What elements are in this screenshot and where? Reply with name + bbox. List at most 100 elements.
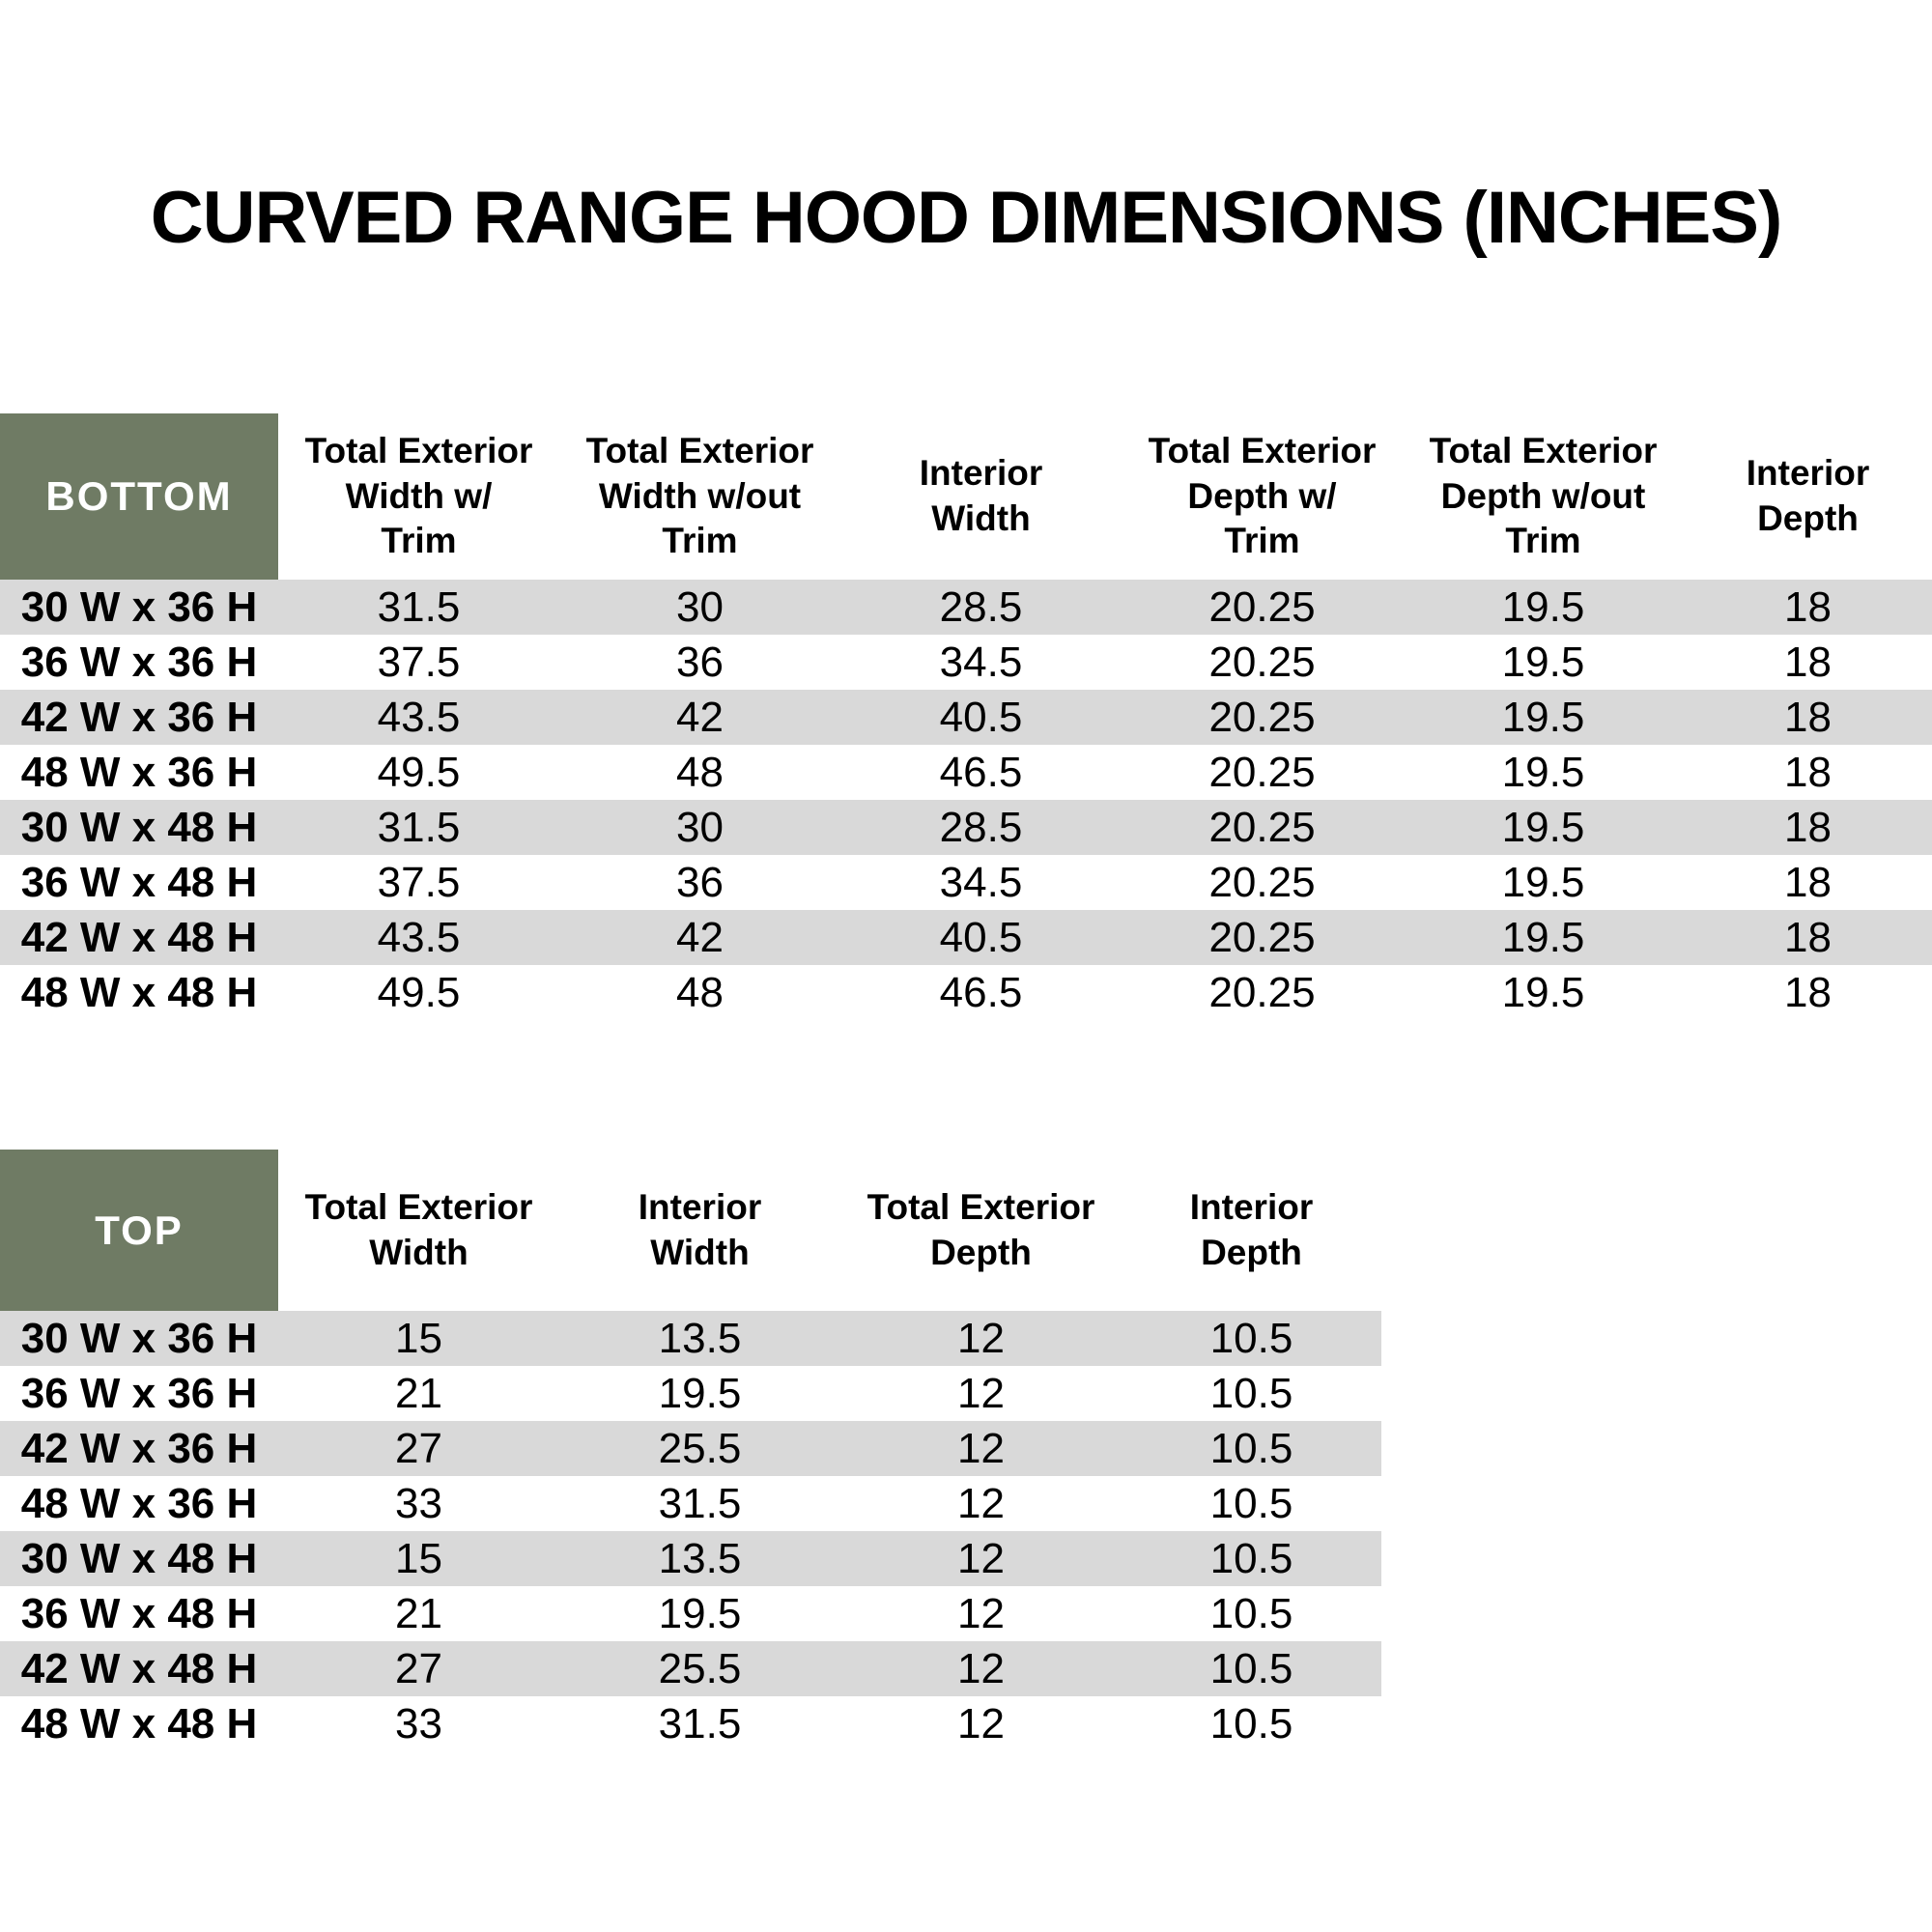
dimension-value: 25.5	[559, 1421, 840, 1476]
dimension-value: 19.5	[1403, 965, 1684, 1020]
dimension-value: 37.5	[278, 635, 559, 690]
dimension-value: 10.5	[1122, 1531, 1381, 1586]
table-row: 36 W x 36 H 21 19.5 12 10.5	[0, 1366, 1381, 1421]
table-row: 36 W x 36 H 37.5 36 34.5 20.25 19.5 18	[0, 635, 1932, 690]
dimension-value: 46.5	[840, 745, 1122, 800]
dimension-value: 10.5	[1122, 1421, 1381, 1476]
dimension-value: 21	[278, 1366, 559, 1421]
dimension-value: 40.5	[840, 910, 1122, 965]
dimension-value: 10.5	[1122, 1311, 1381, 1366]
dimension-value: 34.5	[840, 635, 1122, 690]
column-header-interior-width: Interior Width	[559, 1150, 840, 1311]
dimension-value: 10.5	[1122, 1586, 1381, 1641]
table-row: 42 W x 48 H 43.5 42 40.5 20.25 19.5 18	[0, 910, 1932, 965]
dimension-value: 37.5	[278, 855, 559, 910]
row-label: 42 W x 36 H	[0, 690, 278, 745]
dimension-value: 12	[840, 1366, 1122, 1421]
dimension-value: 13.5	[559, 1311, 840, 1366]
row-label: 36 W x 48 H	[0, 855, 278, 910]
dimension-value: 19.5	[1403, 910, 1684, 965]
dimension-value: 30	[559, 800, 840, 855]
table-row: 42 W x 36 H 43.5 42 40.5 20.25 19.5 18	[0, 690, 1932, 745]
column-header-total-exterior-width: Total Exterior Width	[278, 1150, 559, 1311]
dimension-value: 18	[1684, 635, 1932, 690]
dimension-value: 20.25	[1122, 690, 1403, 745]
table-row: 36 W x 48 H 21 19.5 12 10.5	[0, 1586, 1381, 1641]
top-table-body: 30 W x 36 H 15 13.5 12 10.5 36 W x 36 H 21 19.5…	[0, 1311, 1381, 1751]
table-row: 30 W x 36 H 15 13.5 12 10.5	[0, 1311, 1381, 1366]
dimension-value: 19.5	[1403, 690, 1684, 745]
row-label: 48 W x 48 H	[0, 1696, 278, 1751]
dimension-value: 19.5	[1403, 855, 1684, 910]
dimension-value: 18	[1684, 855, 1932, 910]
dimension-value: 31.5	[278, 580, 559, 635]
table-row: 30 W x 48 H 15 13.5 12 10.5	[0, 1531, 1381, 1586]
table-row: 48 W x 48 H 49.5 48 46.5 20.25 19.5 18	[0, 965, 1932, 1020]
bottom-table-header: BOTTOM Total Exterior Width w/ Trim Tota…	[0, 413, 1932, 580]
dimension-value: 10.5	[1122, 1641, 1381, 1696]
table-row: 42 W x 36 H 27 25.5 12 10.5	[0, 1421, 1381, 1476]
dimension-value: 30	[559, 580, 840, 635]
top-table-header: TOP Total Exterior Width Interior Width …	[0, 1150, 1381, 1311]
dimension-value: 34.5	[840, 855, 1122, 910]
dimension-value: 20.25	[1122, 965, 1403, 1020]
bottom-dimensions-table: BOTTOM Total Exterior Width w/ Trim Tota…	[0, 413, 1932, 1020]
page-title: CURVED RANGE HOOD DIMENSIONS (INCHES)	[150, 177, 1783, 259]
dimension-value: 19.5	[1403, 580, 1684, 635]
bottom-table-body: 30 W x 36 H 31.5 30 28.5 20.25 19.5 18 36 W x 3…	[0, 580, 1932, 1020]
dimension-value: 20.25	[1122, 855, 1403, 910]
row-label: 30 W x 48 H	[0, 1531, 278, 1586]
dimension-value: 18	[1684, 580, 1932, 635]
dimension-value: 12	[840, 1531, 1122, 1586]
row-label: 42 W x 36 H	[0, 1421, 278, 1476]
column-header-interior-depth: Interior Depth	[1684, 413, 1932, 580]
dimension-value: 36	[559, 635, 840, 690]
dimension-value: 15	[278, 1311, 559, 1366]
dimension-value: 19.5	[1403, 800, 1684, 855]
row-label: 36 W x 36 H	[0, 1366, 278, 1421]
dimension-value: 33	[278, 1696, 559, 1751]
row-label: 48 W x 36 H	[0, 1476, 278, 1531]
row-label: 42 W x 48 H	[0, 910, 278, 965]
dimension-value: 12	[840, 1641, 1122, 1696]
row-label: 36 W x 36 H	[0, 635, 278, 690]
dimension-value: 42	[559, 910, 840, 965]
dimension-value: 18	[1684, 800, 1932, 855]
column-header-total-exterior-depth-w-trim: Total Exterior Depth w/ Trim	[1122, 413, 1403, 580]
dimension-value: 49.5	[278, 745, 559, 800]
dimension-value: 27	[278, 1421, 559, 1476]
dimension-value: 12	[840, 1421, 1122, 1476]
header-row: TOP Total Exterior Width Interior Width …	[0, 1150, 1381, 1311]
table-row: 36 W x 48 H 37.5 36 34.5 20.25 19.5 18	[0, 855, 1932, 910]
dimension-value: 43.5	[278, 910, 559, 965]
dimension-value: 20.25	[1122, 635, 1403, 690]
dimension-value: 33	[278, 1476, 559, 1531]
column-header-total-exterior-width-wout-trim: Total Exterior Width w/out Trim	[559, 413, 840, 580]
dimension-value: 49.5	[278, 965, 559, 1020]
dimension-value: 13.5	[559, 1531, 840, 1586]
dimension-value: 27	[278, 1641, 559, 1696]
row-label: 48 W x 48 H	[0, 965, 278, 1020]
table-row: 48 W x 36 H 49.5 48 46.5 20.25 19.5 18	[0, 745, 1932, 800]
dimension-value: 20.25	[1122, 745, 1403, 800]
dimension-value: 48	[559, 965, 840, 1020]
dimension-value: 40.5	[840, 690, 1122, 745]
top-dimensions-table: TOP Total Exterior Width Interior Width …	[0, 1150, 1381, 1751]
row-label: 30 W x 36 H	[0, 580, 278, 635]
dimension-value: 28.5	[840, 580, 1122, 635]
row-label: 48 W x 36 H	[0, 745, 278, 800]
dimension-value: 20.25	[1122, 800, 1403, 855]
dimension-value: 42	[559, 690, 840, 745]
column-header-interior-depth: Interior Depth	[1122, 1150, 1381, 1311]
top-corner-label: TOP	[0, 1150, 278, 1311]
row-label: 42 W x 48 H	[0, 1641, 278, 1696]
column-header-total-exterior-depth: Total Exterior Depth	[840, 1150, 1122, 1311]
row-label: 30 W x 48 H	[0, 800, 278, 855]
table-row: 30 W x 36 H 31.5 30 28.5 20.25 19.5 18	[0, 580, 1932, 635]
dimension-value: 46.5	[840, 965, 1122, 1020]
dimension-value: 12	[840, 1696, 1122, 1751]
column-header-total-exterior-width-w-trim: Total Exterior Width w/ Trim	[278, 413, 559, 580]
table-row: 42 W x 48 H 27 25.5 12 10.5	[0, 1641, 1381, 1696]
dimension-value: 20.25	[1122, 910, 1403, 965]
bottom-corner-label: BOTTOM	[0, 413, 278, 580]
